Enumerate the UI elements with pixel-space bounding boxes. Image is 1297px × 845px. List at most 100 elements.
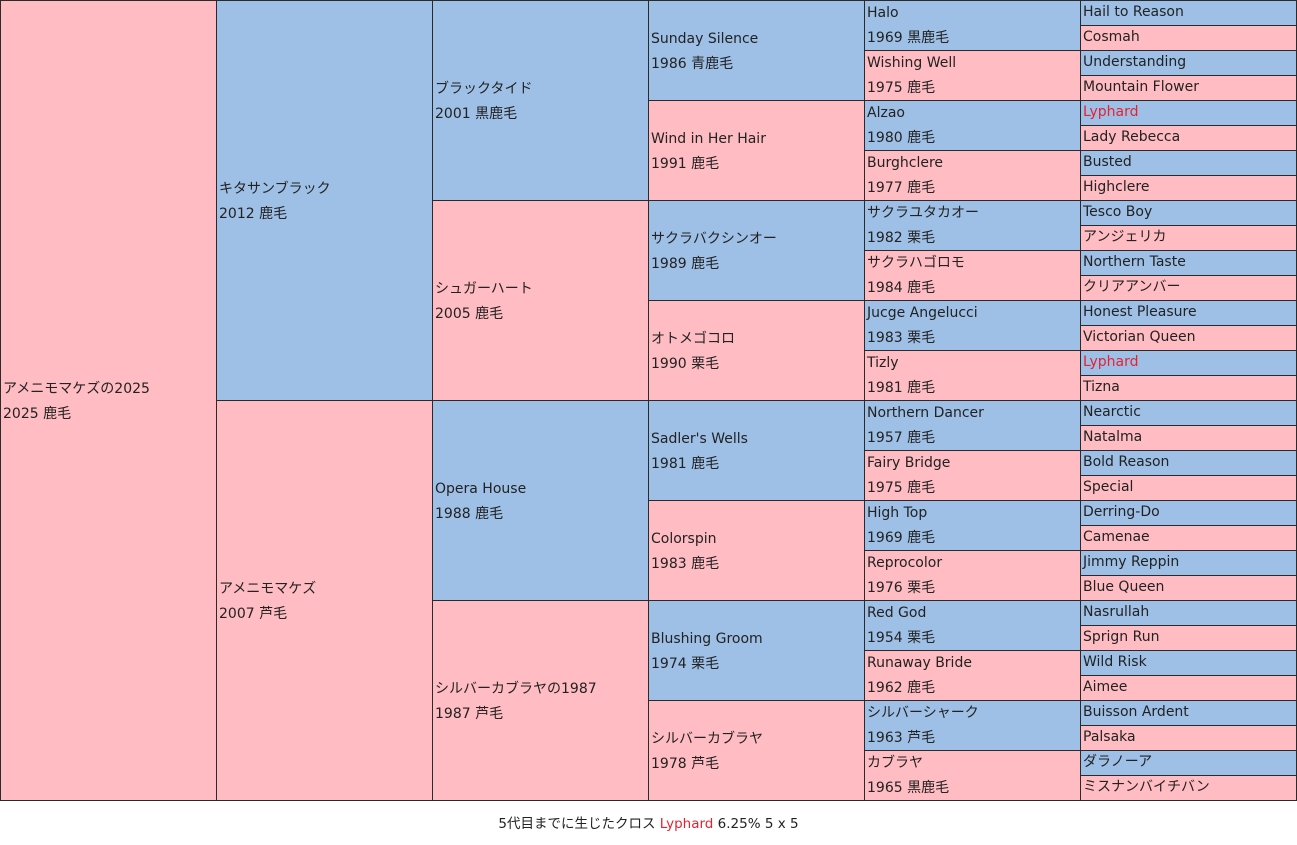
pedigree-cell-gen5-2[interactable]: Understanding [1080,50,1297,76]
pedigree-cell-gen2-0[interactable]: ブラックタイド 2001 黒鹿毛 [432,0,649,201]
pedigree-cell-gen5-24[interactable]: Nasrullah [1080,600,1297,626]
horse-name[interactable]: クリアアンバー [1083,279,1181,295]
horse-name[interactable]: Hail to Reason [1083,4,1184,20]
horse-name[interactable]: Northern Dancer [867,405,984,421]
pedigree-cell-gen4-11[interactable]: Reprocolor 1976 栗毛 [864,550,1081,601]
pedigree-cell-gen5-30[interactable]: ダラノーア [1080,750,1297,776]
pedigree-cell-gen5-25[interactable]: Sprign Run [1080,625,1297,651]
horse-name[interactable]: キタサンブラック [219,181,331,197]
pedigree-cell-gen5-29[interactable]: Palsaka [1080,725,1297,751]
horse-name[interactable]: Palsaka [1083,729,1136,745]
pedigree-cell-gen4-12[interactable]: Red God 1954 栗毛 [864,600,1081,651]
pedigree-cell-gen5-4[interactable]: Lyphard [1080,100,1297,126]
pedigree-cell-gen5-18[interactable]: Bold Reason [1080,450,1297,476]
horse-name[interactable]: Tesco Boy [1083,204,1153,220]
pedigree-cell-gen5-9[interactable]: アンジェリカ [1080,225,1297,251]
horse-name[interactable]: Camenae [1083,529,1150,545]
pedigree-cell-gen2-2[interactable]: Opera House 1988 鹿毛 [432,400,649,601]
pedigree-cell-gen4-4[interactable]: サクラユタカオー 1982 栗毛 [864,200,1081,251]
pedigree-cell-gen3-0[interactable]: Sunday Silence 1986 青鹿毛 [648,0,865,101]
pedigree-cell-gen5-26[interactable]: Wild Risk [1080,650,1297,676]
pedigree-cell-gen2-3[interactable]: シルバーカブラヤの1987 1987 芦毛 [432,600,649,801]
pedigree-cell-gen1-0[interactable]: キタサンブラック 2012 鹿毛 [216,0,433,401]
horse-name[interactable]: Special [1083,479,1134,495]
horse-name[interactable]: Colorspin [651,531,717,547]
pedigree-cell-gen4-8[interactable]: Northern Dancer 1957 鹿毛 [864,400,1081,451]
pedigree-cell-gen5-19[interactable]: Special [1080,475,1297,501]
horse-name[interactable]: Understanding [1083,54,1187,70]
horse-name[interactable]: カブラヤ [867,755,923,771]
pedigree-cell-gen5-23[interactable]: Blue Queen [1080,575,1297,601]
horse-name[interactable]: Lyphard [1083,104,1139,120]
pedigree-cell-gen5-1[interactable]: Cosmah [1080,25,1297,51]
horse-name[interactable]: Nasrullah [1083,604,1150,620]
horse-name[interactable]: シルバーカブラヤの1987 [435,681,597,697]
horse-name[interactable]: Buisson Ardent [1083,704,1189,720]
pedigree-cell-gen4-10[interactable]: High Top 1969 鹿毛 [864,500,1081,551]
pedigree-cell-gen4-1[interactable]: Wishing Well 1975 鹿毛 [864,50,1081,101]
horse-name[interactable]: Nearctic [1083,404,1141,420]
horse-name[interactable]: シルバーカブラヤ [651,731,763,747]
horse-name[interactable]: Blue Queen [1083,579,1165,595]
horse-name[interactable]: アンジェリカ [1083,229,1167,245]
pedigree-cell-gen5-28[interactable]: Buisson Ardent [1080,700,1297,726]
horse-name[interactable]: Reprocolor [867,555,943,571]
pedigree-cell-gen5-31[interactable]: ミスナンバイチバン [1080,775,1297,801]
horse-name[interactable]: Runaway Bride [867,655,972,671]
horse-name[interactable]: アメニモマケズ [219,581,317,597]
horse-name[interactable]: Alzao [867,105,905,121]
horse-name[interactable]: Fairy Bridge [867,455,951,471]
pedigree-cell-gen3-4[interactable]: Sadler's Wells 1981 鹿毛 [648,400,865,501]
pedigree-cell-gen3-7[interactable]: シルバーカブラヤ 1978 芦毛 [648,700,865,801]
pedigree-cell-gen5-14[interactable]: Lyphard [1080,350,1297,376]
pedigree-cell-gen5-11[interactable]: クリアアンバー [1080,275,1297,301]
horse-name[interactable]: Natalma [1083,429,1143,445]
pedigree-cell-gen5-3[interactable]: Mountain Flower [1080,75,1297,101]
pedigree-cell-gen3-3[interactable]: オトメゴコロ 1990 栗毛 [648,300,865,401]
pedigree-cell-gen3-6[interactable]: Blushing Groom 1974 栗毛 [648,600,865,701]
horse-name[interactable]: ミスナンバイチバン [1083,779,1210,795]
horse-name[interactable]: シュガーハート [435,281,533,297]
horse-name[interactable]: Tizly [867,355,899,371]
horse-name[interactable]: Wishing Well [867,55,957,71]
horse-name[interactable]: Halo [867,5,899,21]
pedigree-cell-gen5-10[interactable]: Northern Taste [1080,250,1297,276]
horse-name[interactable]: Blushing Groom [651,631,763,647]
horse-name[interactable]: Highclere [1083,179,1150,195]
horse-name[interactable]: Red God [867,605,927,621]
pedigree-cell-gen5-15[interactable]: Tizna [1080,375,1297,401]
horse-name[interactable]: Wild Risk [1083,654,1147,670]
pedigree-cell-gen5-22[interactable]: Jimmy Reppin [1080,550,1297,576]
horse-name[interactable]: ダラノーア [1083,754,1153,770]
horse-name[interactable]: Victorian Queen [1083,329,1196,345]
pedigree-cell-gen5-16[interactable]: Nearctic [1080,400,1297,426]
pedigree-cell-gen5-27[interactable]: Aimee [1080,675,1297,701]
horse-name[interactable]: Wind in Her Hair [651,131,766,147]
pedigree-cell-gen5-0[interactable]: Hail to Reason [1080,0,1297,26]
horse-name[interactable]: Sprign Run [1083,629,1160,645]
pedigree-cell-gen4-13[interactable]: Runaway Bride 1962 鹿毛 [864,650,1081,701]
horse-name[interactable]: Opera House [435,481,527,497]
pedigree-cell-gen1-1[interactable]: アメニモマケズ 2007 芦毛 [216,400,433,801]
horse-name[interactable]: Burghclere [867,155,944,171]
horse-name[interactable]: オトメゴコロ [651,331,735,347]
pedigree-cell-gen2-1[interactable]: シュガーハート 2005 鹿毛 [432,200,649,401]
pedigree-cell-gen5-13[interactable]: Victorian Queen [1080,325,1297,351]
pedigree-cell-gen5-12[interactable]: Honest Pleasure [1080,300,1297,326]
horse-name[interactable]: Sadler's Wells [651,431,748,447]
pedigree-cell-gen4-3[interactable]: Burghclere 1977 鹿毛 [864,150,1081,201]
horse-name[interactable]: Sunday Silence [651,31,759,47]
horse-name[interactable]: Jimmy Reppin [1083,554,1180,570]
pedigree-cell-gen4-14[interactable]: シルバーシャーク 1963 芦毛 [864,700,1081,751]
horse-name[interactable]: Honest Pleasure [1083,304,1197,320]
horse-name[interactable]: アメニモマケズの2025 [3,381,150,397]
horse-name[interactable]: Derring-Do [1083,504,1160,520]
horse-name[interactable]: ブラックタイド [435,81,533,97]
horse-name[interactable]: サクラバクシンオー [651,231,777,247]
horse-name[interactable]: Northern Taste [1083,254,1186,270]
horse-name[interactable]: Mountain Flower [1083,79,1199,95]
pedigree-cell-gen5-5[interactable]: Lady Rebecca [1080,125,1297,151]
pedigree-cell-horse-0[interactable]: アメニモマケズの2025 2025 鹿毛 [0,0,217,801]
pedigree-cell-gen3-1[interactable]: Wind in Her Hair 1991 鹿毛 [648,100,865,201]
horse-name[interactable]: High Top [867,505,928,521]
